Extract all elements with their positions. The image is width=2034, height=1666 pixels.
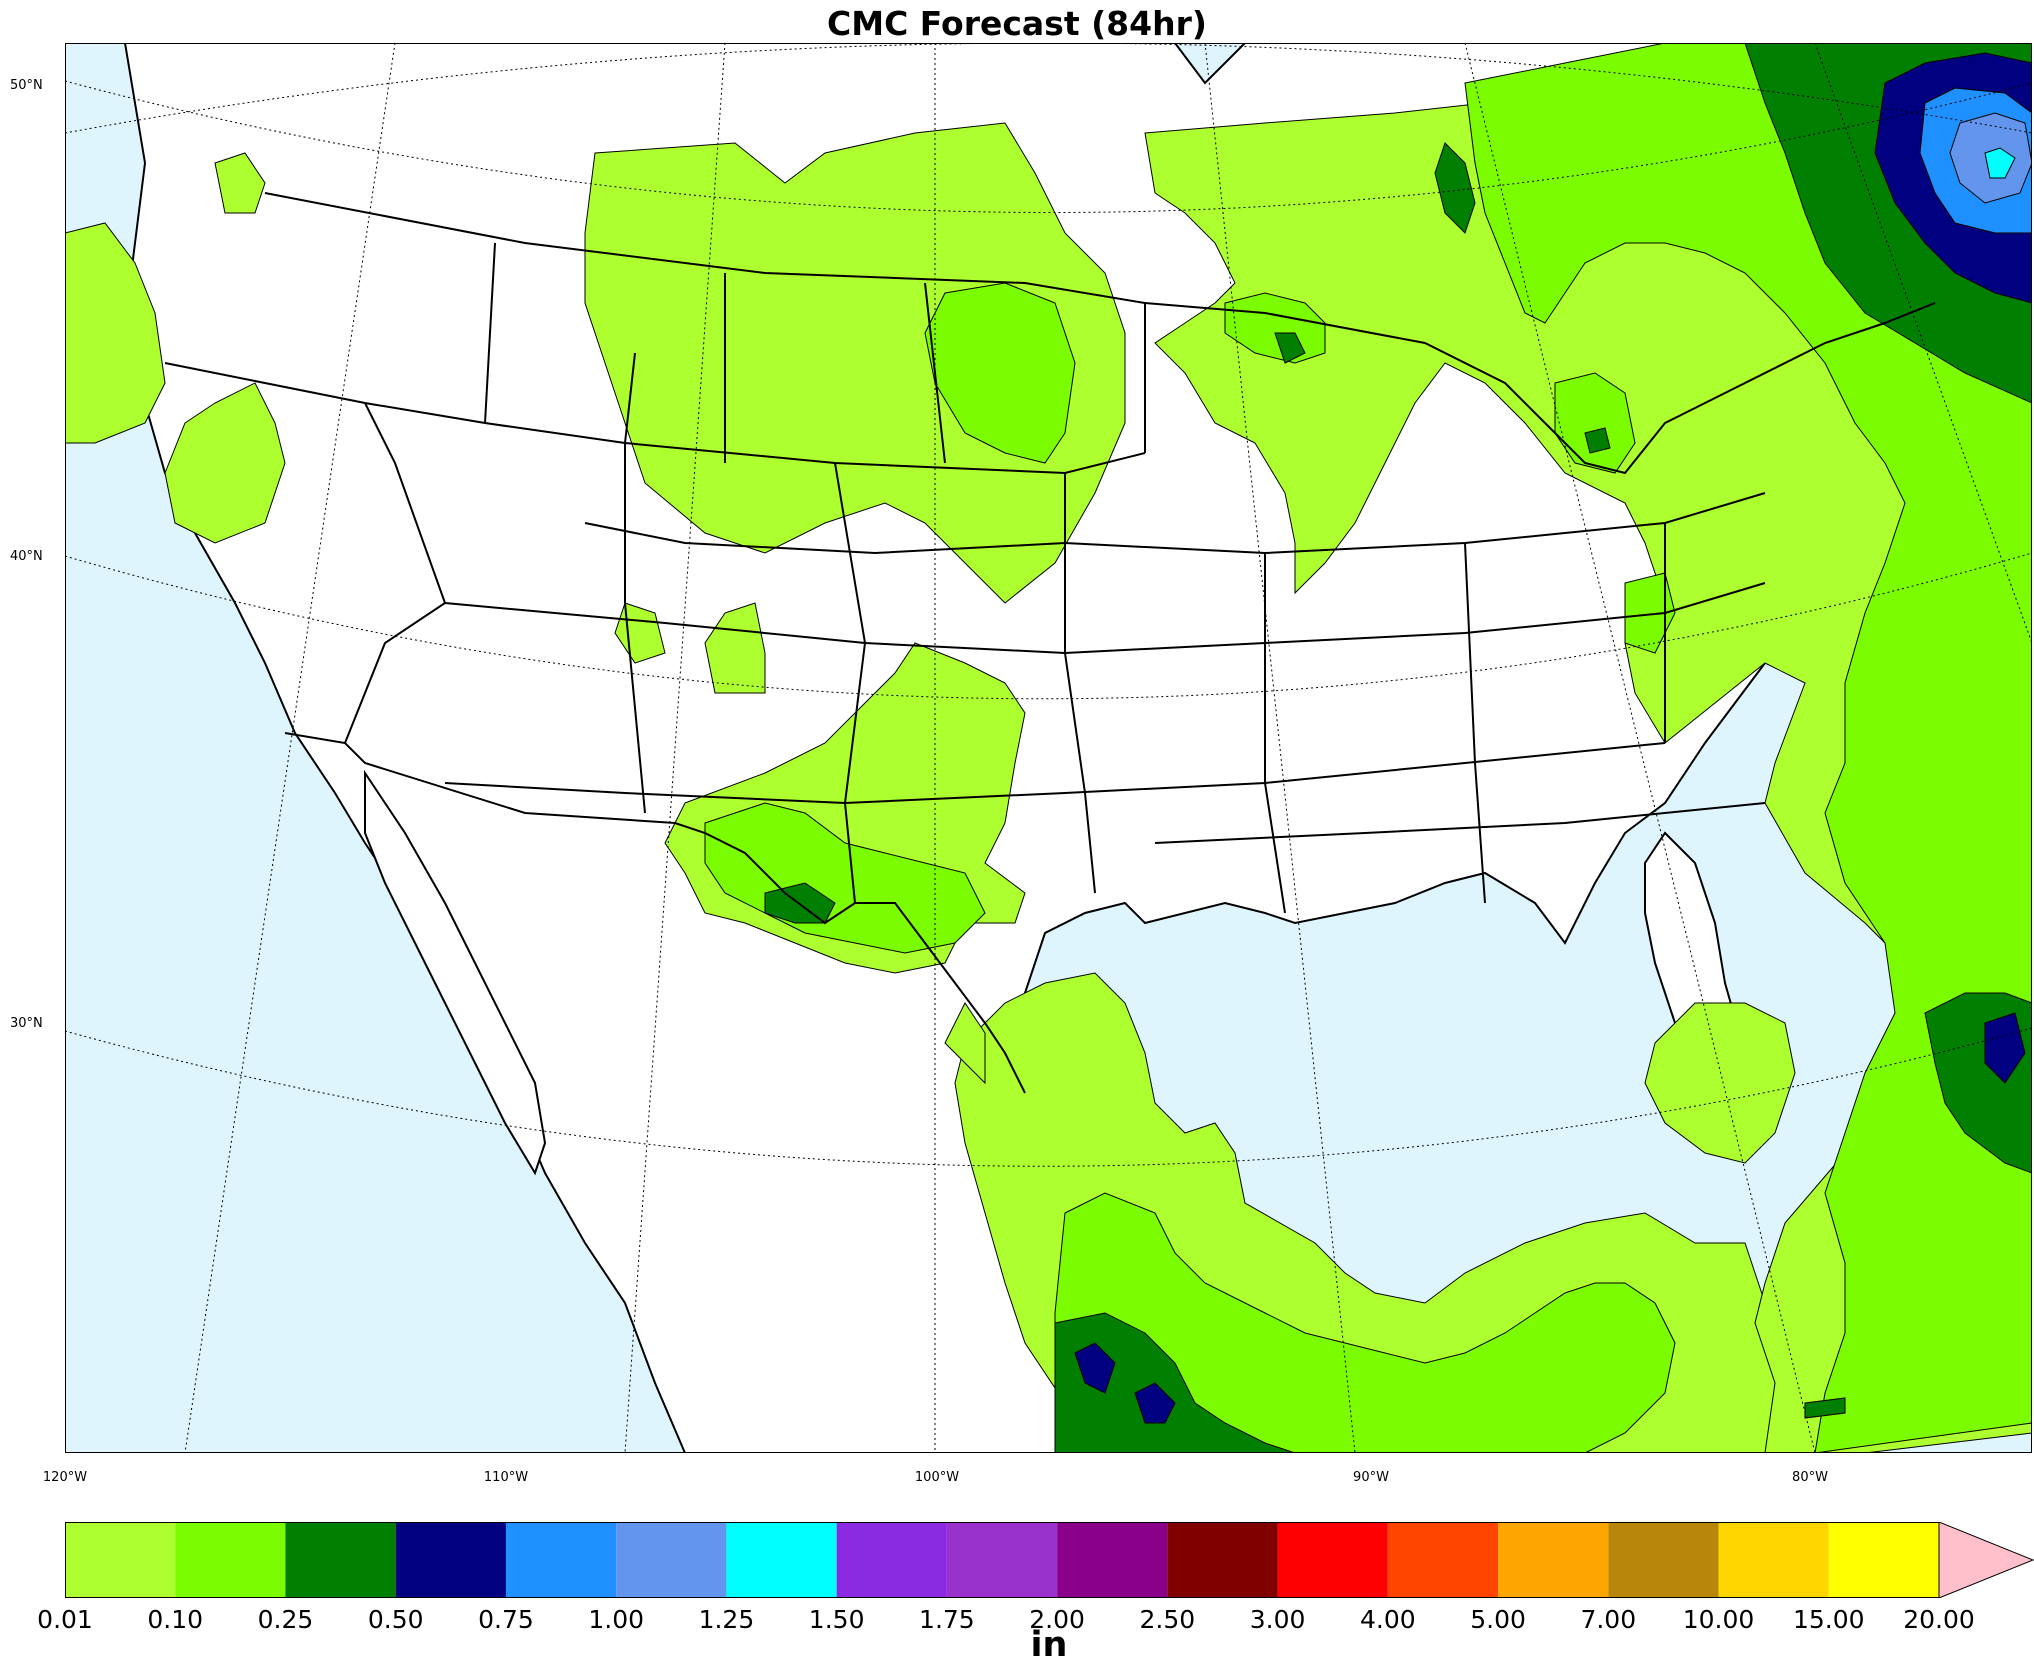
colorbar-swatch-12 [1387, 1522, 1499, 1598]
texas-west-region [944, 1002, 986, 1085]
colorbar-swatch-10 [1167, 1522, 1278, 1598]
baja-california [364, 769, 547, 1176]
michigan-band [1584, 427, 1611, 454]
colorbar-swatch-1 [175, 1522, 286, 1598]
colorbar-tick-label: 0.01 [37, 1605, 93, 1634]
colorbar-swatch-14 [1608, 1522, 1719, 1598]
east-coast-core [1464, 43, 2032, 1453]
maine-peak [1984, 147, 2016, 179]
colorbar-tick-label: 0.50 [367, 1605, 424, 1634]
texas-core [1074, 1342, 1116, 1394]
colorbar-swatch-15 [1718, 1522, 1829, 1598]
state-line-5 [1154, 802, 1766, 844]
colorbar-tick-label: 2.00 [1029, 1605, 1085, 1634]
colorbar [65, 1522, 2034, 1598]
colorbar-tick-label: 1.50 [808, 1605, 865, 1634]
colorbar-swatch-3 [395, 1522, 506, 1598]
state-line-6 [344, 402, 447, 744]
state-line-2 [584, 492, 1766, 555]
colorbar-tick-label: 0.25 [257, 1605, 314, 1634]
colorbar-swatch-0 [65, 1522, 176, 1598]
colorbar-tick-label: 5.00 [1470, 1605, 1526, 1634]
dakotas-core [924, 282, 1076, 464]
colorbar-swatch-6 [726, 1522, 837, 1598]
precipitation-map [65, 43, 2032, 1453]
colorbar-swatch-16 [1828, 1522, 1939, 1598]
colorbar-swatch-11 [1277, 1522, 1388, 1598]
graticule [65, 43, 2032, 1453]
state-line-4 [444, 742, 1666, 805]
michigan-core [1554, 372, 1636, 474]
lat-label-50n: 50°N [10, 78, 43, 93]
colorbar-tick-label: 4.00 [1359, 1605, 1416, 1634]
lon-label-110w: 110°W [483, 1470, 529, 1485]
mexico-border [284, 732, 1026, 1094]
colorbar-swatch-8 [946, 1522, 1058, 1598]
colorbar-tick-label: 15.00 [1792, 1605, 1865, 1634]
colorbar-tick-label: 20.00 [1903, 1605, 1975, 1634]
colorbar-units: in [1030, 1625, 1068, 1665]
southern-texas-core [1054, 1192, 1676, 1453]
texas-core-2 [1134, 1382, 1176, 1424]
lon-label-100w: 100°W [914, 1470, 960, 1485]
colorbar-swatch-7 [836, 1522, 947, 1598]
precip-0.10 [704, 43, 2032, 1453]
lon-label-80w: 80°W [1792, 1470, 1828, 1485]
colorbar-swatch-2 [285, 1522, 396, 1598]
colorbar-extend-arrow [1938, 1522, 2034, 1598]
map-frame [65, 43, 2032, 1453]
state-line-11 [1464, 542, 1486, 904]
state-line-10 [1264, 553, 1286, 914]
oregon-region [164, 382, 286, 544]
gulf-coast-region [1644, 1002, 1796, 1164]
state-line-3 [444, 582, 1766, 655]
wisconsin-band [1274, 332, 1306, 364]
colorbar-tick-label: 0.10 [147, 1605, 204, 1634]
ontario-band [1434, 142, 1476, 234]
state-line-8 [834, 462, 867, 904]
colorbar-swatch-13 [1498, 1522, 1609, 1598]
colorbar-tick-label: 1.75 [919, 1605, 975, 1634]
colorbar-tick-label: 7.00 [1580, 1605, 1637, 1634]
colorbar-tick-label: 2.50 [1139, 1605, 1196, 1634]
political-borders [164, 192, 1936, 1094]
state-line-12 [484, 242, 496, 424]
lat-label-40n: 40°N [10, 549, 43, 564]
ne-colorado-region [704, 602, 766, 694]
colorbar-swatch-4 [505, 1522, 617, 1598]
colorbar-tick-label: 0.75 [478, 1605, 534, 1634]
atlantic-core [1984, 1012, 2026, 1084]
colorbar-swatch-5 [616, 1522, 727, 1598]
colorado-region [614, 602, 666, 664]
state-line-9 [1064, 473, 1096, 894]
lat-label-30n: 30°N [10, 1016, 43, 1031]
colorbar-swatch-9 [1057, 1522, 1168, 1598]
canada-border [264, 192, 1936, 475]
texas-coast-band [1054, 1312, 1296, 1453]
northern-plains-region [584, 122, 1126, 604]
state-line-7 [624, 352, 646, 814]
pacific-nw-region [65, 222, 166, 444]
colorbar-tick-label: 3.00 [1249, 1605, 1306, 1634]
colorbar-tick-label: 1.00 [588, 1605, 645, 1634]
great-lakes-northeast-region [1144, 43, 2032, 1453]
map-title: CMC Forecast (84hr) [827, 4, 1207, 43]
colorbar-outline [65, 1522, 1940, 1598]
colorbar-tick-label: 10.00 [1682, 1605, 1755, 1634]
washington-region [214, 152, 266, 214]
lon-label-90w: 90°W [1353, 1470, 1389, 1485]
lon-label-120w: 120°W [42, 1470, 88, 1485]
colorbar-tick-label: 1.25 [698, 1605, 755, 1634]
precip-1.25 [1984, 147, 2016, 179]
